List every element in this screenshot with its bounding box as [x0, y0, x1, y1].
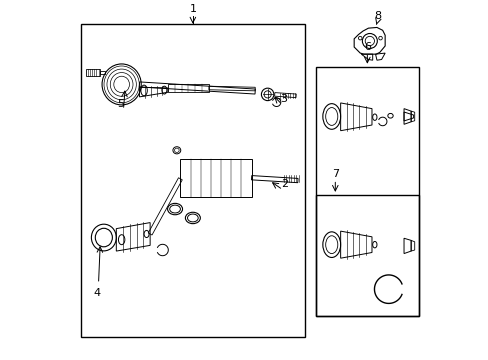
Text: 3: 3 — [280, 94, 286, 104]
Text: 1: 1 — [189, 4, 196, 14]
Text: 6: 6 — [363, 42, 370, 51]
Text: 7: 7 — [331, 169, 338, 179]
Text: 4: 4 — [93, 288, 100, 298]
Text: 8: 8 — [374, 11, 381, 21]
Text: 2: 2 — [280, 180, 287, 189]
Text: 5: 5 — [117, 99, 124, 109]
